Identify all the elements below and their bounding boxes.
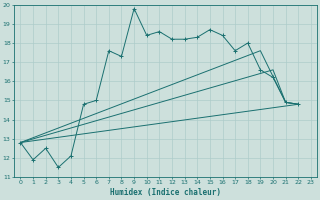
X-axis label: Humidex (Indice chaleur): Humidex (Indice chaleur) — [110, 188, 221, 197]
